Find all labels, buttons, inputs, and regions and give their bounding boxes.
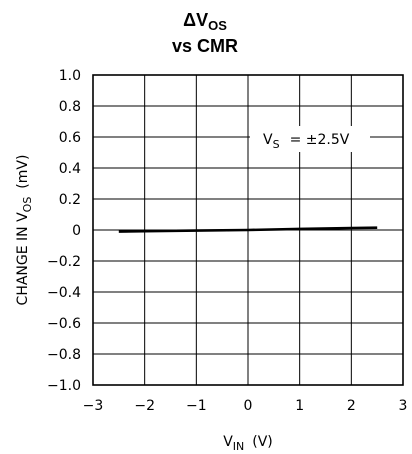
x-tick-label: 2 bbox=[347, 398, 356, 414]
y-tick-label: 0.2 bbox=[59, 192, 81, 208]
chart-title: ΔVOS bbox=[183, 10, 227, 33]
x-axis-ticks: −3 −2 −1 0 1 2 3 bbox=[83, 398, 408, 414]
plot-frame bbox=[92, 74, 404, 386]
y-tick-label: 1.0 bbox=[59, 68, 81, 84]
y-axis-label: CHANGE IN VOS(mV) bbox=[15, 155, 34, 306]
x-tick-label: −3 bbox=[83, 398, 104, 414]
y-tick-label: 0 bbox=[72, 223, 81, 239]
x-tick-label: 3 bbox=[399, 398, 408, 414]
y-tick-label: −0.2 bbox=[47, 254, 81, 270]
x-tick-label: 0 bbox=[244, 398, 253, 414]
y-tick-label: −0.6 bbox=[47, 316, 81, 332]
x-tick-label: −2 bbox=[134, 398, 155, 414]
y-axis-ticks: 1.0 0.8 0.6 0.4 0.2 0 −0.2 −0.4 −0.6 −0.8 −1.0 bbox=[47, 68, 81, 394]
y-tick-label: 0.6 bbox=[59, 130, 81, 146]
y-tick-label: −1.0 bbox=[47, 378, 81, 394]
series-group bbox=[118, 226, 378, 233]
chart-subtitle: vs CMR bbox=[172, 36, 238, 56]
y-tick-label: −0.4 bbox=[47, 285, 81, 301]
series-line bbox=[118, 226, 378, 233]
x-tick-label: −1 bbox=[186, 398, 207, 414]
y-tick-label: 0.8 bbox=[59, 99, 81, 115]
x-tick-label: 1 bbox=[295, 398, 304, 414]
y-tick-label: −0.8 bbox=[47, 347, 81, 363]
annotation-text: VS = ±2.5V bbox=[263, 132, 350, 151]
annotation-box bbox=[250, 126, 370, 152]
x-axis-label: VIN (V) bbox=[223, 434, 273, 453]
y-tick-label: 0.4 bbox=[59, 161, 81, 177]
